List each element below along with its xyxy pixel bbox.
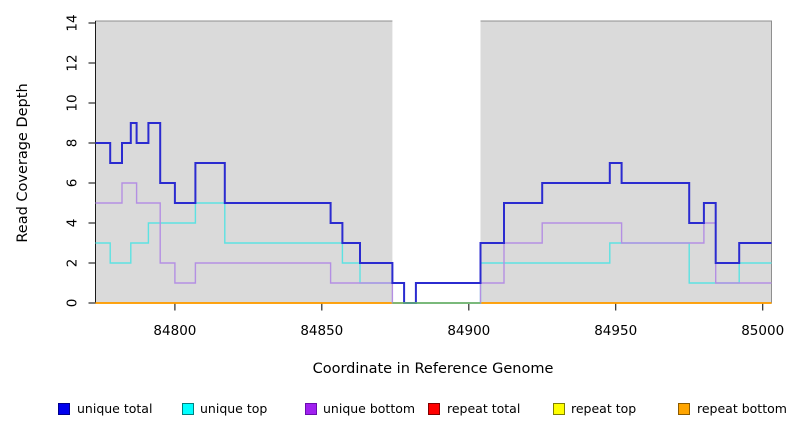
x-tick-label: 84850 bbox=[300, 323, 343, 339]
x-tick-label: 84900 bbox=[447, 323, 490, 339]
y-tick-label: 0 bbox=[65, 299, 81, 308]
y-tick-label: 2 bbox=[65, 259, 81, 268]
x-axis-label: Coordinate in Reference Genome bbox=[312, 361, 554, 377]
y-axis-label: Read Coverage Depth bbox=[15, 83, 31, 243]
x-tick-label: 84800 bbox=[153, 323, 196, 339]
y-tick-label: 12 bbox=[65, 54, 81, 71]
series-unique-bottom bbox=[95, 182, 772, 304]
y-tick-label: 8 bbox=[65, 139, 81, 148]
y-tick-label: 6 bbox=[65, 179, 81, 188]
y-tick-label: 14 bbox=[65, 14, 81, 31]
y-tick-label: 10 bbox=[65, 94, 81, 111]
x-tick-label: 84950 bbox=[594, 323, 637, 339]
y-tick-label: 4 bbox=[65, 219, 81, 228]
gap-band bbox=[392, 20, 481, 304]
series-unique-total bbox=[95, 122, 772, 304]
x-tick-label: 85000 bbox=[741, 323, 784, 339]
